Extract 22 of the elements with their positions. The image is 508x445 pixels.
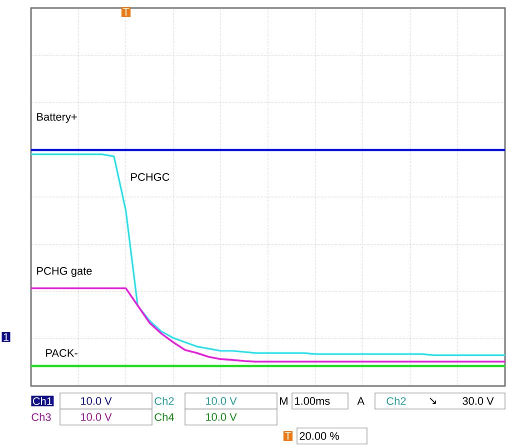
text: Ch1 <box>32 396 52 406</box>
series-label: PCHGC <box>131 173 170 181</box>
text: Ch2 <box>154 396 174 406</box>
text: T <box>284 432 292 440</box>
text: Battery+ <box>37 113 77 123</box>
text: Ch4 <box>154 412 174 422</box>
text: 10.0 V <box>206 397 237 405</box>
text: ↘ <box>430 398 436 404</box>
text: T <box>122 8 130 16</box>
text: A <box>357 397 364 405</box>
text: 1.00ms <box>295 397 330 405</box>
text: Ch2 <box>386 396 406 406</box>
text: 30.0 V <box>462 397 494 405</box>
text: 10.0 V <box>206 413 237 421</box>
text: 10.0 V <box>81 413 112 421</box>
text: 20.00 % <box>300 432 339 440</box>
series-label: PACK- <box>46 349 78 357</box>
text: 1 <box>4 333 9 341</box>
text: 10.0 V <box>81 397 112 405</box>
series-label: PCHG gate <box>37 267 92 277</box>
text: M <box>280 397 288 405</box>
text: Ch3 <box>32 412 51 422</box>
